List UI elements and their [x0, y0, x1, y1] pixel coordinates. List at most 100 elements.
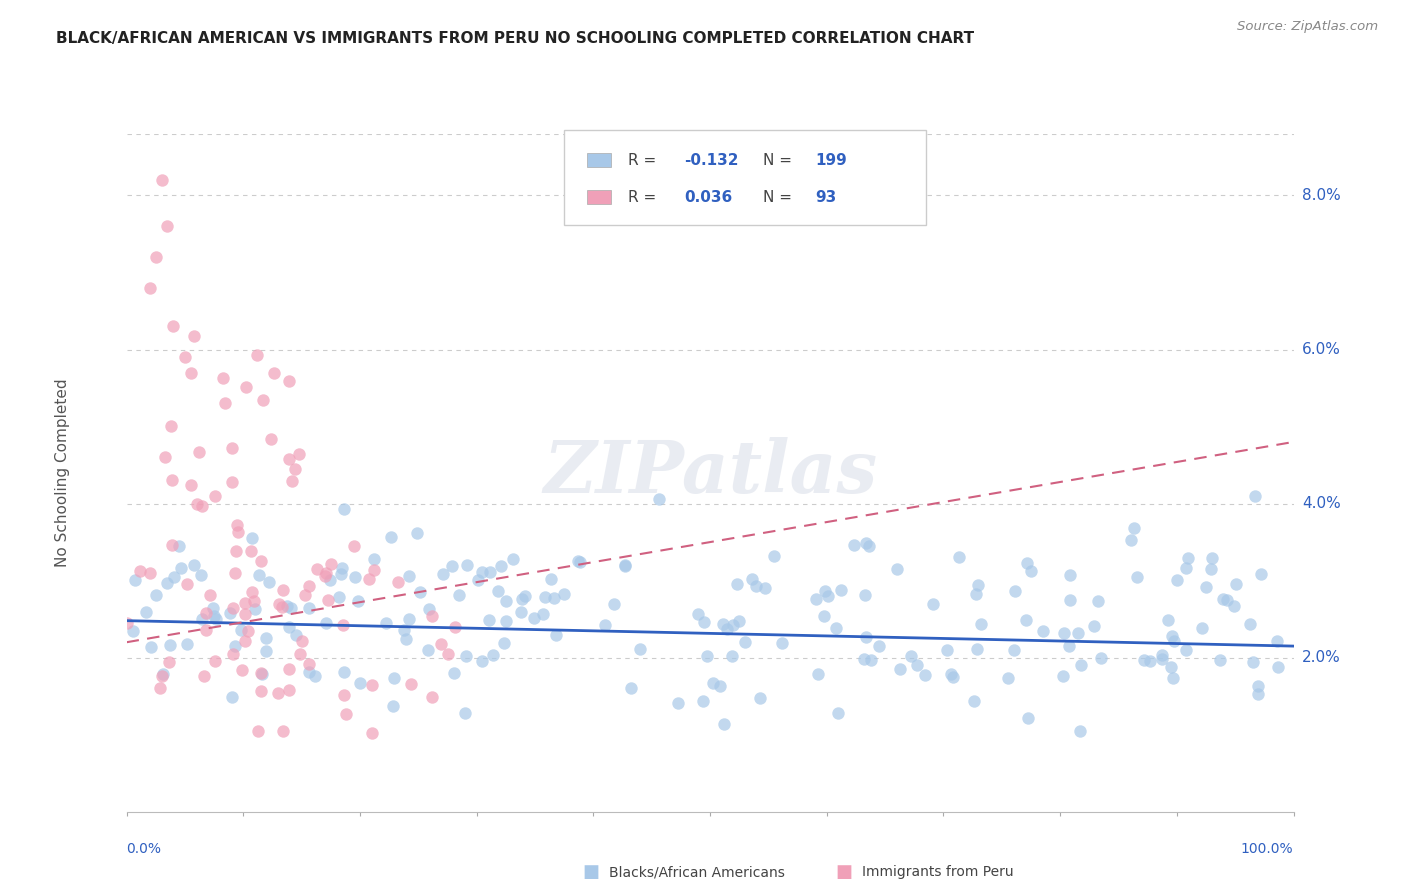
Point — [374, 616, 396, 631]
Point — [686, 607, 709, 622]
Point — [1161, 629, 1184, 643]
Point — [553, 587, 575, 601]
Point — [162, 319, 184, 334]
Point — [254, 644, 277, 658]
Text: 199: 199 — [815, 153, 846, 168]
Point — [456, 558, 478, 572]
Point — [398, 612, 420, 626]
Point — [963, 693, 986, 707]
Point — [1126, 570, 1149, 584]
Point — [226, 518, 249, 533]
Point — [176, 577, 198, 591]
Point — [523, 611, 546, 625]
Point — [139, 566, 162, 581]
Point — [486, 584, 509, 599]
Point — [246, 348, 269, 362]
Text: 100.0%: 100.0% — [1241, 842, 1294, 856]
Text: Source: ZipAtlas.com: Source: ZipAtlas.com — [1237, 20, 1378, 33]
Point — [229, 624, 252, 638]
Point — [316, 593, 339, 607]
Point — [1032, 624, 1054, 639]
Point — [495, 594, 517, 608]
Point — [129, 564, 152, 578]
Point — [235, 379, 257, 393]
Point — [183, 558, 205, 572]
Point — [139, 281, 162, 295]
Point — [1059, 568, 1081, 582]
Point — [567, 553, 589, 567]
Point — [236, 624, 259, 639]
Point — [176, 637, 198, 651]
Point — [416, 643, 439, 657]
Point — [1087, 594, 1109, 608]
Point — [1194, 580, 1216, 594]
Text: 0.036: 0.036 — [685, 190, 733, 205]
Point — [1139, 653, 1161, 667]
Point — [145, 250, 167, 264]
Point — [135, 605, 157, 619]
Point — [1150, 652, 1173, 666]
Point — [814, 583, 837, 598]
Point — [432, 567, 454, 582]
Point — [693, 615, 716, 630]
Text: ■: ■ — [582, 863, 599, 881]
Point — [328, 591, 350, 605]
Point — [467, 573, 489, 587]
Point — [271, 724, 294, 739]
Point — [1247, 679, 1270, 693]
Point — [314, 568, 336, 582]
Point — [420, 608, 443, 623]
Point — [1015, 614, 1038, 628]
Point — [602, 597, 624, 611]
Point — [169, 540, 191, 554]
Point — [160, 473, 183, 487]
Point — [198, 588, 221, 602]
Point — [163, 570, 186, 584]
Point — [420, 690, 443, 705]
Point — [1157, 613, 1180, 627]
Point — [315, 566, 337, 581]
Point — [319, 573, 342, 587]
Point — [263, 367, 285, 381]
Point — [648, 492, 671, 507]
Point — [174, 350, 197, 364]
Point — [395, 632, 418, 647]
Point — [333, 665, 356, 680]
Point — [1019, 565, 1042, 579]
Point — [492, 636, 515, 650]
Point — [620, 681, 643, 695]
Text: No Schooling Completed: No Schooling Completed — [55, 378, 70, 567]
Point — [156, 576, 179, 591]
Point — [332, 617, 354, 632]
Point — [948, 549, 970, 564]
Point — [157, 655, 180, 669]
Point — [471, 654, 494, 668]
Point — [456, 649, 478, 664]
Point — [280, 601, 302, 615]
Point — [145, 588, 167, 602]
Point — [284, 628, 307, 642]
Point — [1002, 643, 1025, 657]
FancyBboxPatch shape — [564, 130, 927, 226]
Text: Blacks/African Americans: Blacks/African Americans — [609, 865, 785, 880]
Point — [249, 554, 271, 568]
Point — [453, 706, 475, 720]
Point — [725, 577, 748, 591]
Point — [540, 572, 562, 586]
Point — [240, 544, 263, 558]
Text: 4.0%: 4.0% — [1302, 496, 1340, 511]
Point — [628, 641, 651, 656]
Point — [770, 636, 793, 650]
Point — [495, 614, 517, 628]
Point — [936, 642, 959, 657]
Point — [191, 499, 214, 513]
Point — [666, 696, 689, 710]
Point — [260, 433, 283, 447]
Point — [1150, 648, 1173, 662]
Text: R =: R = — [628, 190, 661, 205]
Point — [360, 726, 382, 740]
Point — [271, 582, 294, 597]
Point — [763, 549, 786, 563]
Point — [859, 653, 882, 667]
Point — [827, 706, 849, 720]
